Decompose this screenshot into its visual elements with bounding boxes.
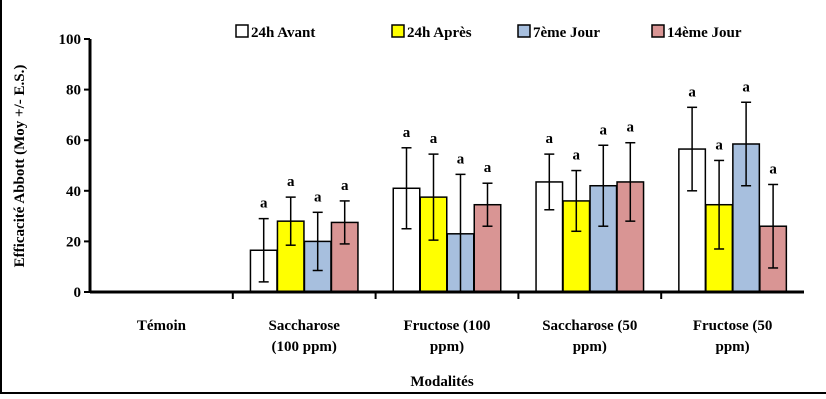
x-tick-label: ppm) — [430, 339, 464, 355]
significance-letter: a — [688, 84, 696, 100]
x-tick-labels: Témoin Saccharose (100 ppm) Fructose (100 pp… — [137, 318, 773, 355]
axes-layer — [88, 39, 804, 294]
significance-letter: a — [403, 125, 411, 141]
significance-letter: a — [341, 178, 349, 194]
legend: 24h Avant 24h Après 7ème Jour 14ème Jour — [235, 24, 742, 41]
significance-letter: a — [546, 131, 554, 147]
significance-letter: a — [457, 151, 465, 167]
legend-label: 24h Avant — [251, 25, 315, 41]
legend-swatch — [651, 24, 665, 38]
y-axis-title: Efficacité Abbott (Moy +/- E.S.) — [12, 65, 28, 268]
y-ticks: 0 20 40 60 80 100 — [59, 32, 663, 301]
legend-label: 24h Après — [407, 25, 472, 41]
significance-letter: a — [430, 131, 438, 147]
x-tick-label: Saccharose — [269, 318, 341, 334]
x-tick-label: Témoin — [137, 318, 187, 334]
y-tick-label: 100 — [59, 32, 82, 48]
significance-letter: a — [314, 189, 322, 205]
legend-label: 7ème Jour — [533, 25, 600, 41]
significance-letter: a — [260, 196, 268, 212]
bars-layer — [249, 143, 788, 293]
x-tick-label: ppm) — [573, 339, 607, 355]
significance-letter: a — [287, 174, 295, 190]
significance-letter: a — [715, 137, 723, 153]
significance-letters: a a a a a a a a a a a a a a a a — [260, 79, 777, 211]
significance-letter: a — [573, 148, 581, 164]
y-tick-label: 60 — [66, 133, 81, 149]
significance-letter: a — [742, 79, 750, 95]
error-bars-layer — [258, 101, 779, 293]
bar — [330, 221, 359, 293]
significance-letter: a — [484, 160, 492, 176]
legend-label: 14ème Jour — [667, 25, 742, 41]
x-tick-label: (100 ppm) — [271, 339, 336, 355]
x-tick-label: ppm) — [716, 339, 750, 355]
x-axis-title: Modalités — [410, 374, 473, 390]
legend-swatch — [517, 24, 531, 38]
legend-swatch — [235, 24, 249, 38]
significance-letter: a — [600, 122, 608, 138]
legend-swatch — [391, 24, 405, 38]
y-tick-label: 40 — [66, 184, 81, 200]
y-tick-label: 80 — [66, 83, 81, 99]
significance-letter: a — [627, 120, 635, 136]
y-tick-label: 0 — [74, 285, 82, 301]
x-tick-label: Fructose (50 — [693, 318, 773, 334]
x-tick-label: Saccharose (50 — [542, 318, 637, 334]
significance-letter: a — [769, 161, 777, 177]
x-tick-label: Fructose (100 — [403, 318, 490, 334]
y-tick-label: 20 — [66, 234, 81, 250]
